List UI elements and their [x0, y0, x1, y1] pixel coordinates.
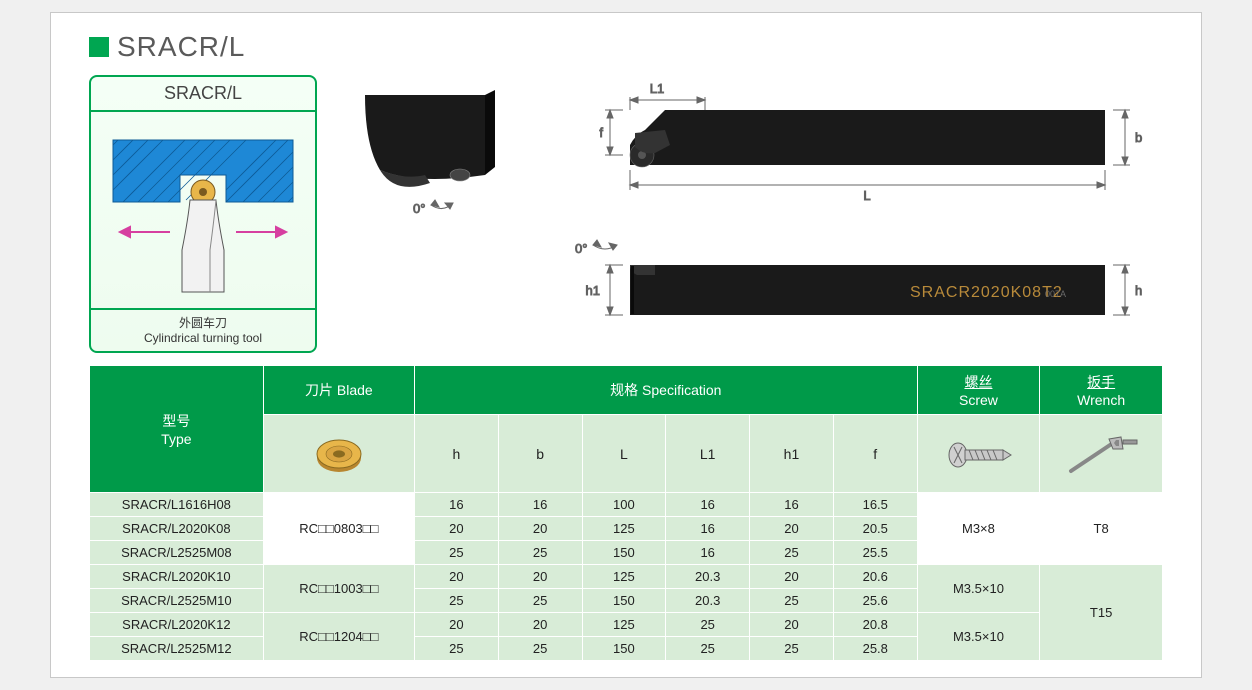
page-title-row: SRACR/L	[89, 31, 1163, 63]
page-title: SRACR/L	[117, 31, 245, 63]
blade-code: RC□□1204□□	[263, 613, 414, 661]
wrench-icon	[1040, 415, 1163, 493]
col-f: f	[833, 415, 917, 493]
angle-label-3d: 0°	[413, 201, 425, 216]
dim-h-label: h	[1135, 283, 1142, 298]
col-spec: 规格 Specification	[414, 366, 917, 415]
col-h: h	[414, 415, 498, 493]
screw-spec: M3×8	[917, 493, 1040, 565]
schematic-footer-en: Cylindrical turning tool	[91, 331, 315, 345]
col-screw: 螺丝Screw	[917, 366, 1040, 415]
diagram-zone: SRACR/L	[89, 75, 1163, 353]
schematic-footer: 外圆车刀 Cylindrical turning tool	[91, 308, 315, 351]
table-row: SRACR/L1616H08 RC□□0803□□ 1616 10016 161…	[90, 493, 1163, 517]
blade-icon	[263, 415, 414, 493]
col-L1: L1	[666, 415, 750, 493]
dim-b-label: b	[1135, 130, 1142, 145]
view-3d-icon	[365, 90, 495, 187]
wrench-spec: T15	[1040, 565, 1163, 661]
table-row: SRACR/L2020K12 RC□□1204□□ 2020 12525 202…	[90, 613, 1163, 637]
col-type: 型号 Type	[90, 366, 264, 493]
col-b: b	[498, 415, 582, 493]
angle-label-side: 0°	[575, 241, 587, 256]
tool-marking: SRACR2020K08T2	[910, 284, 1063, 301]
table-group-header: 型号 Type 刀片 Blade 规格 Specification 螺丝Scre…	[90, 366, 1163, 415]
dim-L-label: L	[863, 188, 870, 203]
technical-views: 0°	[335, 75, 1163, 353]
col-h1: h1	[750, 415, 834, 493]
tool-marking-small: 007A	[1045, 289, 1066, 299]
spec-sheet: SRACR/L SRACR/L	[50, 12, 1202, 678]
screw-spec: M3.5×10	[917, 613, 1040, 661]
col-blade: 刀片 Blade	[263, 366, 414, 415]
table-body: SRACR/L1616H08 RC□□0803□□ 1616 10016 161…	[90, 493, 1163, 661]
screw-spec: M3.5×10	[917, 565, 1040, 613]
table-row: SRACR/L2020K10 RC□□1003□□ 2020 12520.3 2…	[90, 565, 1163, 589]
schematic-drawing	[91, 112, 315, 308]
blade-code: RC□□0803□□	[263, 493, 414, 565]
top-view	[630, 110, 1105, 167]
dim-h1-label: h1	[586, 283, 600, 298]
col-L: L	[582, 415, 666, 493]
wrench-spec: T8	[1040, 493, 1163, 565]
screw-icon	[917, 415, 1040, 493]
spec-table: 型号 Type 刀片 Blade 规格 Specification 螺丝Scre…	[89, 365, 1163, 661]
col-wrench: 扳手Wrench	[1040, 366, 1163, 415]
blade-code: RC□□1003□□	[263, 565, 414, 613]
dim-L1-label: L1	[650, 81, 664, 96]
schematic-card: SRACR/L	[89, 75, 317, 353]
title-bullet-icon	[89, 37, 109, 57]
side-view: SRACR2020K08T2 007A	[630, 265, 1105, 315]
schematic-header: SRACR/L	[91, 77, 315, 112]
dim-f-label: f	[599, 125, 603, 140]
schematic-footer-zh: 外圆车刀	[91, 314, 315, 331]
